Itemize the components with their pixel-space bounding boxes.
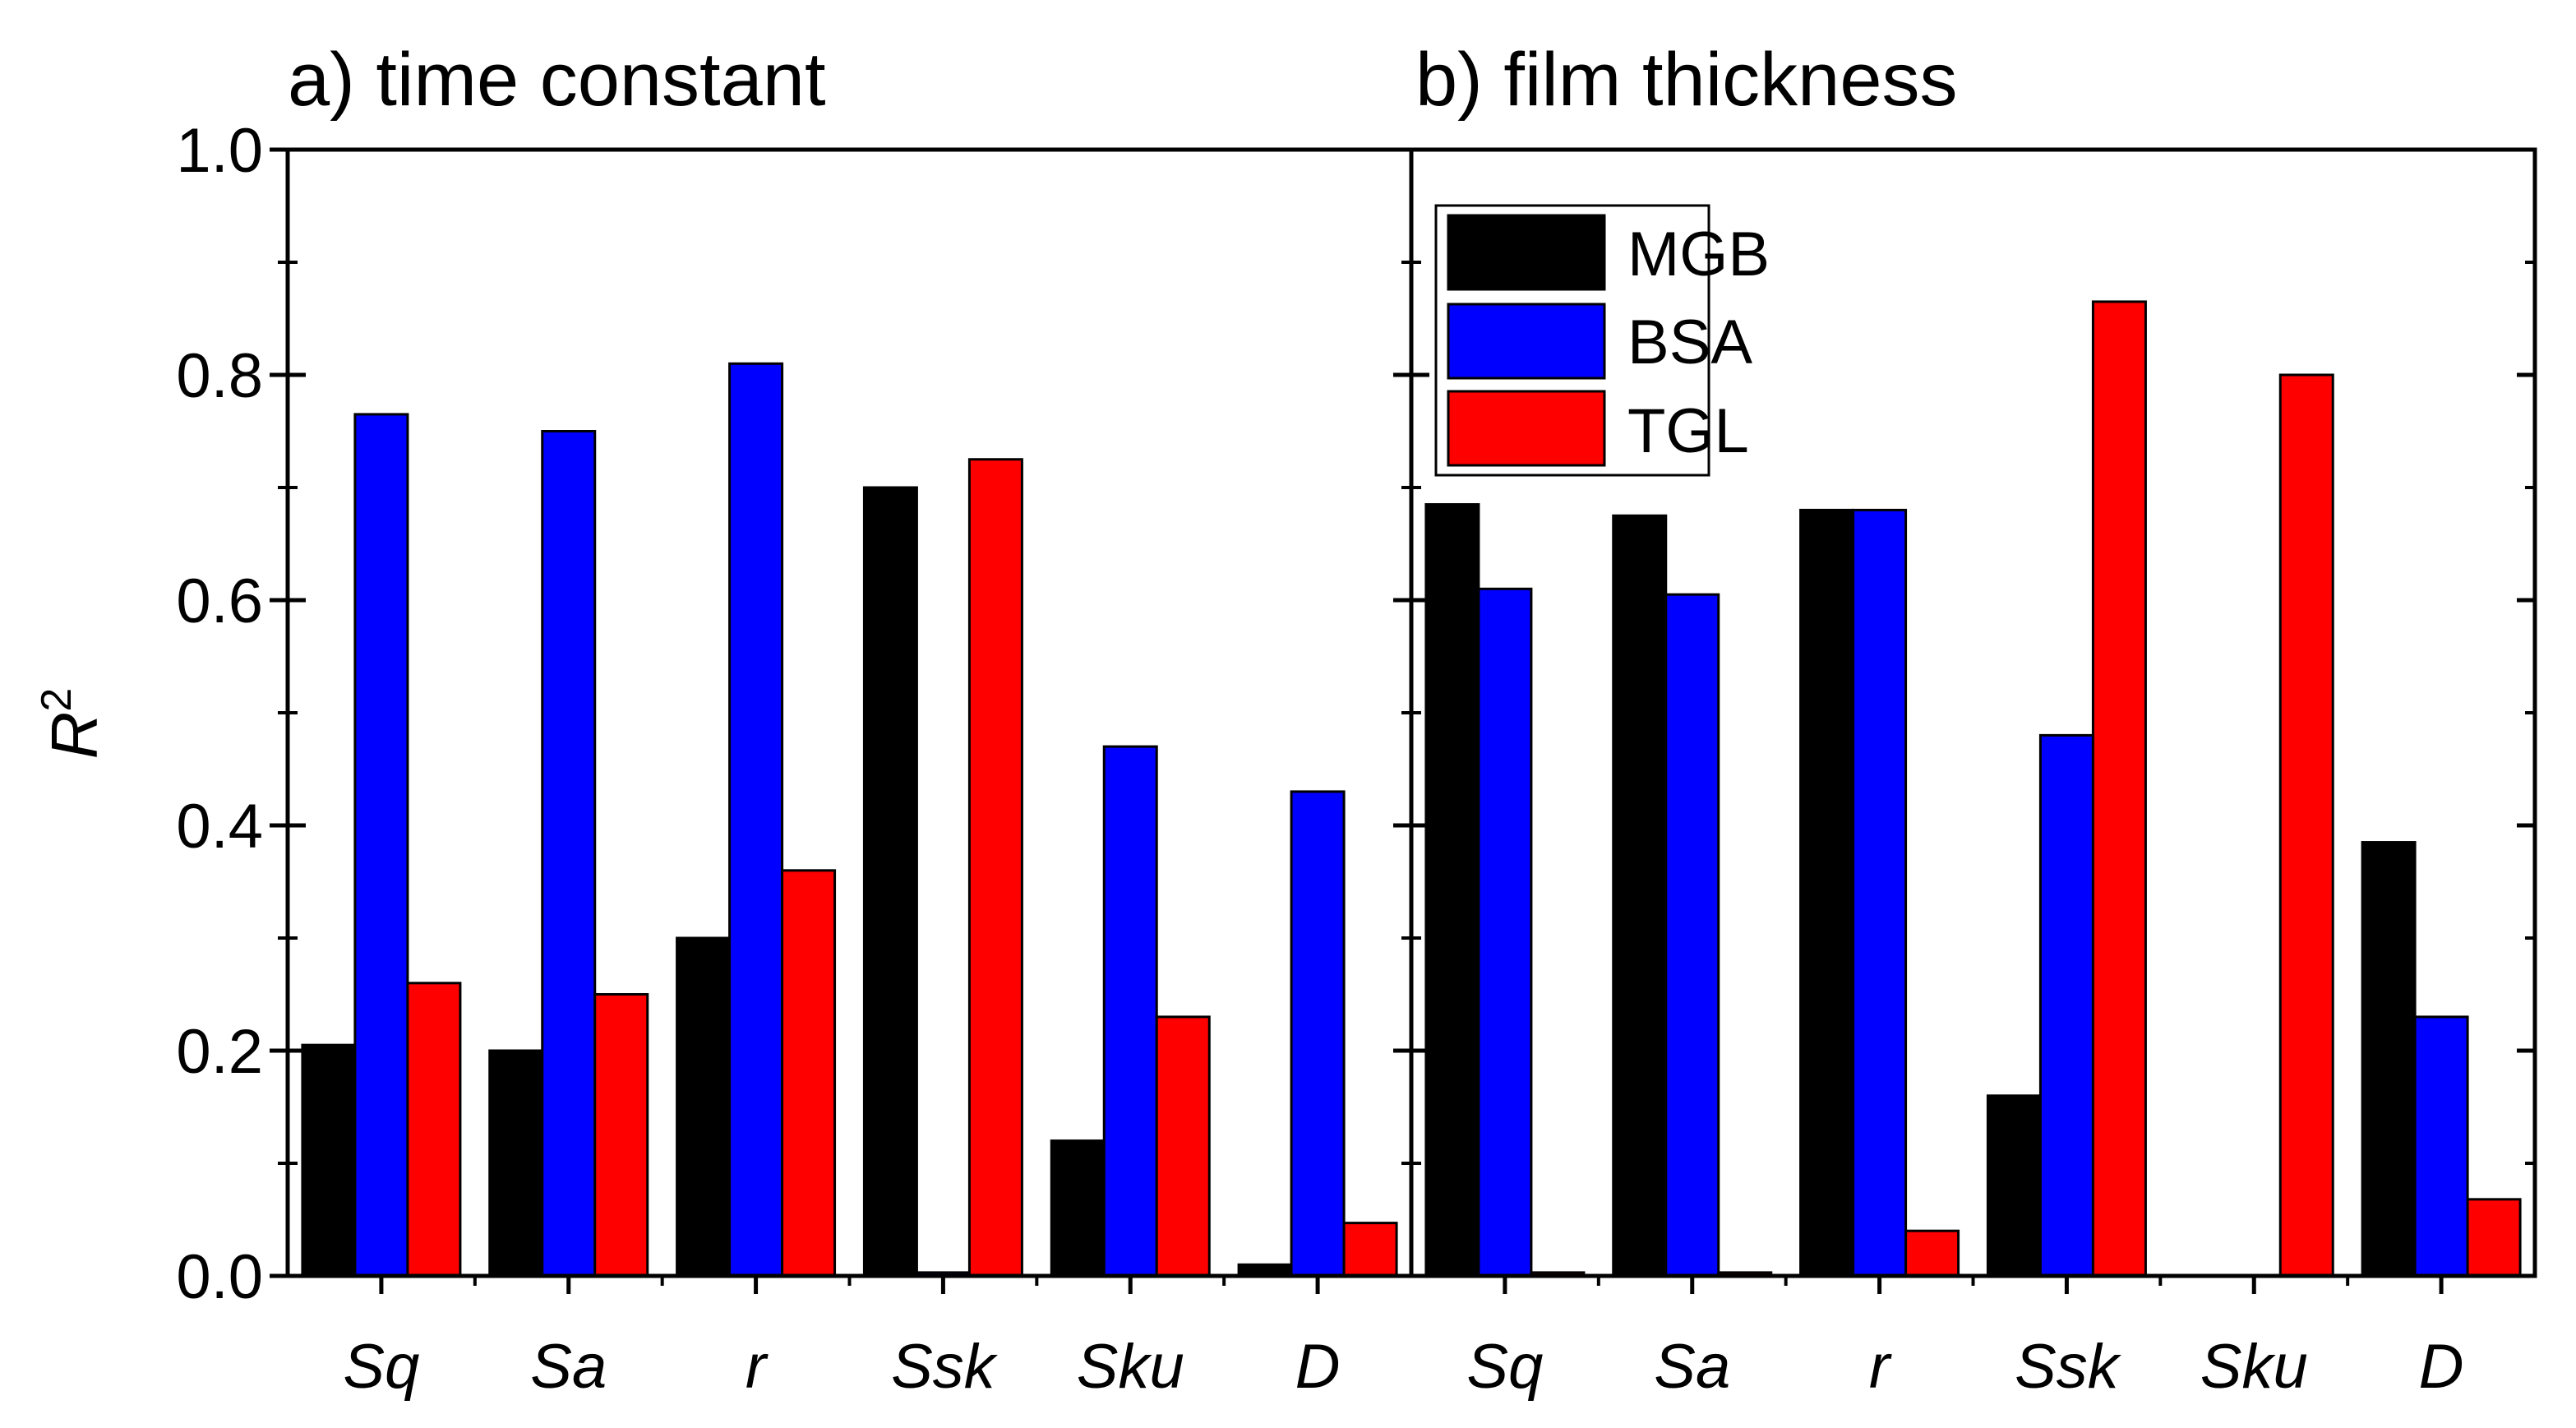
x-tick-label: Sku	[2200, 1332, 2308, 1402]
x-tick-label: Ssk	[2015, 1332, 2122, 1402]
y-tick-label: 0.6	[176, 566, 263, 636]
legend-label-bsa: BSA	[1627, 307, 1752, 377]
legend-label-mgb: MGB	[1627, 220, 1770, 289]
x-tick-label: Sku	[1077, 1332, 1184, 1402]
bar-bsa	[1852, 508, 1908, 1278]
bar-tgl	[406, 982, 462, 1278]
bar-tgl	[1904, 1229, 1960, 1278]
tick-labels-layer: 0.0 0.2 0.4 0.6 0.8 1.0 Sq Sa r Ssk Sku D Sq Sa r Ssk Sk…	[176, 116, 2463, 1402]
bar-tgl	[2466, 1198, 2522, 1278]
legend-label-tgl: TGL	[1627, 396, 1749, 466]
bar-tgl	[2278, 373, 2334, 1278]
bar-bsa	[1477, 587, 1533, 1278]
y-tick-label: 0.8	[176, 341, 263, 411]
legend-swatch-bsa	[1447, 303, 1606, 380]
y-tick-label: 0.2	[176, 1017, 263, 1087]
bar-bsa	[1102, 745, 1158, 1278]
x-tick-label: Ssk	[891, 1332, 999, 1402]
bar-bsa	[353, 413, 409, 1278]
bar-mgb	[676, 936, 732, 1278]
legend-swatch-tgl	[1447, 390, 1606, 467]
y-axis-title: R2	[33, 688, 111, 760]
bar-mgb	[1424, 503, 1480, 1278]
x-tick-label: r	[746, 1332, 769, 1402]
bar-tgl	[967, 458, 1023, 1278]
bar-tgl	[2091, 300, 2147, 1278]
x-tick-label: D	[1295, 1332, 1341, 1402]
x-tick-label: Sa	[1654, 1332, 1730, 1402]
bar-bsa	[541, 430, 597, 1278]
bar-tgl	[781, 869, 837, 1278]
bar-bsa	[1664, 593, 1720, 1278]
bar-mgb	[488, 1049, 544, 1278]
x-tick-label: Sq	[343, 1332, 419, 1402]
y-tick-label: 1.0	[176, 116, 263, 186]
legend-swatch-mgb	[1447, 214, 1606, 291]
x-tick-label: Sq	[1466, 1332, 1543, 1402]
bars-layer	[301, 300, 2522, 1278]
bar-mgb	[1986, 1094, 2042, 1278]
y-tick-label: 0.0	[176, 1242, 263, 1312]
bar-tgl	[1342, 1222, 1398, 1278]
bar-mgb	[1612, 514, 1668, 1278]
bar-mgb	[1799, 508, 1855, 1278]
bar-mgb	[1050, 1139, 1106, 1278]
y-tick-label: 0.4	[176, 792, 263, 862]
bar-mgb	[301, 1043, 357, 1278]
panel-b-title: b) film thickness	[1415, 38, 1958, 122]
bar-bsa	[1290, 790, 1346, 1278]
bar-bsa	[2038, 733, 2094, 1278]
panel-a-title: a) time constant	[288, 38, 826, 122]
bar-bsa	[2413, 1015, 2469, 1278]
x-tick-label: Sa	[530, 1332, 607, 1402]
x-tick-label: D	[2419, 1332, 2464, 1402]
legend: MGB BSA TGL	[1434, 204, 1770, 477]
bar-bsa	[728, 362, 784, 1278]
bar-tgl	[1155, 1015, 1211, 1278]
bar-mgb	[862, 486, 918, 1278]
bar-tgl	[593, 993, 649, 1278]
x-tick-label: r	[1869, 1332, 1892, 1402]
y-axis-title-superscript: 2	[33, 688, 81, 712]
bar-mgb	[2361, 841, 2417, 1278]
